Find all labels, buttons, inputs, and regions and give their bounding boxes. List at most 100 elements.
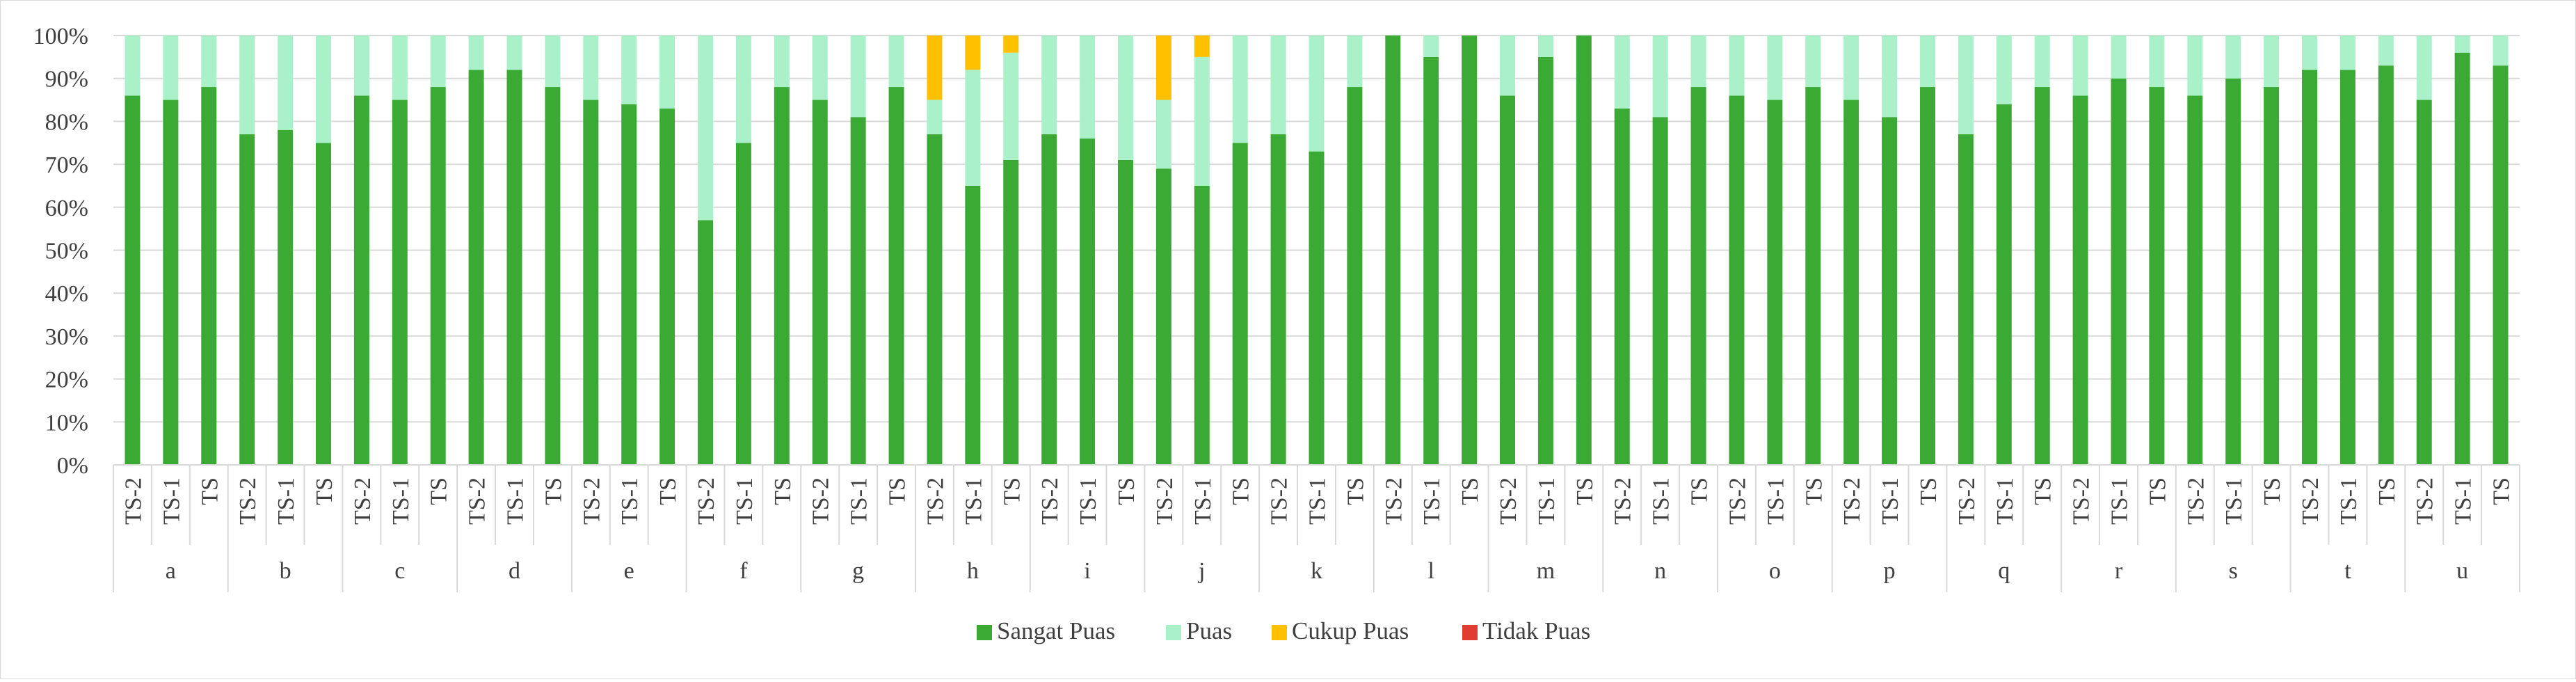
x-subcategory-label: TS-2 (350, 477, 376, 525)
x-subcategory-label: TS-2 (922, 477, 948, 525)
x-subcategory-label: TS-2 (1381, 477, 1407, 525)
bar-segment (1117, 159, 1133, 465)
x-subcategory-label: TS-2 (1954, 477, 1980, 525)
x-subcategory-label: TS-1 (1763, 477, 1789, 525)
x-subcategory-label: TS (426, 477, 452, 505)
x-subcategory-label: TS-2 (1725, 477, 1750, 525)
bar-segment (1080, 35, 1096, 139)
x-group-label: c (394, 558, 405, 584)
legend-swatch (1272, 625, 1287, 640)
bar-segment (1309, 35, 1325, 152)
bar-segment (2416, 35, 2432, 100)
x-subcategory-label: TS (1801, 477, 1827, 505)
bar-segment (506, 70, 522, 466)
x-subcategory-label: TS (197, 477, 223, 505)
x-group-label: d (509, 558, 520, 584)
bar-segment (659, 108, 675, 465)
y-tick-label: 10% (45, 410, 88, 436)
bar-segment (392, 100, 408, 466)
x-group-label: m (1537, 558, 1555, 584)
bar-segment (125, 95, 141, 465)
legend: Sangat Puas Puas Cukup Puas Tidak Puas (977, 617, 1590, 644)
x-subcategory-label: TS (1457, 477, 1483, 505)
bar-segment (698, 220, 714, 465)
bar-segment (2454, 35, 2470, 53)
bar-segment (2416, 100, 2432, 466)
bar-segment (1652, 35, 1668, 118)
x-subcategory-label: TS (1229, 477, 1254, 505)
bar-segment (2378, 35, 2394, 66)
x-group-label: l (1427, 558, 1434, 584)
bar-segment (1614, 35, 1630, 109)
bar-segment (812, 35, 828, 100)
x-subcategory-label: TS-2 (120, 477, 146, 525)
bar-segment (965, 35, 981, 70)
bar-segment (2149, 87, 2165, 466)
bar-segment (2493, 65, 2509, 465)
y-tick-label: 50% (45, 239, 88, 264)
bar-segment (621, 104, 637, 466)
legend-label: Tidak Puas (1482, 617, 1590, 644)
bar-segment (1117, 35, 1133, 160)
x-subcategory-label: TS-2 (2413, 477, 2438, 525)
bar-segment (1843, 100, 1859, 466)
bar-segment (201, 87, 217, 466)
x-subcategory-label: TS-1 (1190, 477, 1216, 525)
x-subcategory-label: TS-1 (617, 477, 643, 525)
bar-segment (1500, 95, 1516, 465)
bar-segment (812, 100, 828, 466)
y-tick-label: 40% (45, 281, 88, 307)
x-subcategory-label: TS (770, 477, 796, 505)
bars (125, 35, 2509, 466)
bar-segment (1996, 104, 2012, 466)
bar-segment (468, 70, 484, 466)
bar-segment (1155, 168, 1171, 465)
bar-segment (1805, 87, 1821, 466)
x-subcategory-label: TS-1 (1534, 477, 1560, 525)
bar-segment (698, 35, 714, 221)
x-group-label: g (852, 558, 864, 584)
bar-segment (583, 100, 599, 466)
x-subcategory-label: TS (1572, 477, 1598, 505)
bar-segment (1919, 35, 1935, 88)
bar-segment (965, 70, 981, 186)
bar-segment (315, 143, 331, 465)
x-group-label: p (1884, 558, 1896, 584)
x-group-label: j (1198, 558, 1205, 584)
bar-segment (278, 129, 294, 466)
x-subcategory-label: TS-2 (1267, 477, 1293, 525)
bar-segment (2111, 78, 2127, 465)
bar-segment (2149, 35, 2165, 88)
bar-segment (1194, 185, 1210, 465)
x-subcategory-label: TS-1 (503, 477, 529, 525)
y-tick-label: 0% (57, 453, 88, 479)
bar-segment (468, 35, 484, 70)
bar-segment (621, 35, 637, 104)
x-subcategory-label: TS (2259, 477, 2285, 505)
x-subcategory-label: TS (2031, 477, 2056, 505)
x-subcategory-label: TS-1 (2336, 477, 2362, 525)
bar-segment (1843, 35, 1859, 100)
bar-segment (1537, 35, 1553, 57)
x-subcategory-label: TS (655, 477, 681, 505)
y-tick-label: 100% (33, 24, 88, 49)
x-subcategory-label: TS-1 (732, 477, 758, 525)
bar-segment (1500, 35, 1516, 96)
bar-segment (1652, 117, 1668, 466)
bar-segment (927, 134, 943, 465)
x-group-label: i (1084, 558, 1090, 584)
bar-segment (774, 35, 790, 88)
bar-segment (850, 117, 866, 466)
legend-swatch (977, 625, 992, 640)
bar-segment (1462, 35, 1478, 465)
x-subcategory-label: TS-1 (1992, 477, 2018, 525)
bar-segment (1194, 56, 1210, 186)
y-tick-label: 80% (45, 109, 88, 135)
bar-segment (927, 35, 943, 100)
bar-segment (1423, 56, 1439, 466)
bar-segment (774, 87, 790, 466)
x-subcategory-label: TS-1 (1075, 477, 1101, 525)
bar-segment (2225, 78, 2241, 465)
bar-segment (2302, 35, 2318, 70)
